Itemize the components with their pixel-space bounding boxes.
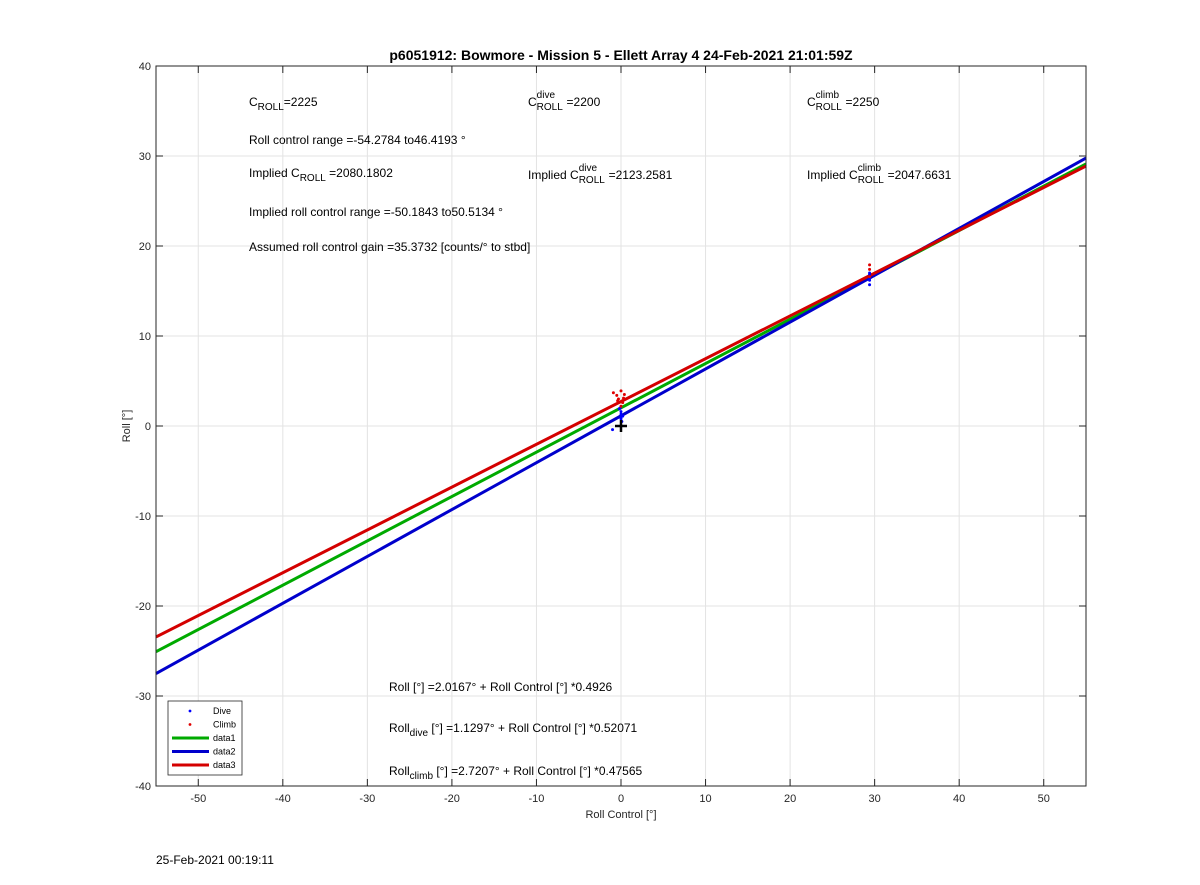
- climb-point: [619, 404, 623, 408]
- y-tick-label: -20: [135, 601, 151, 613]
- annotation-fit-dive: Rolldive [°] =1.1297° + Roll Control [°]…: [389, 721, 638, 739]
- climb-point: [615, 393, 619, 397]
- annotation-c-roll-climb: Cclimb ROLL =2250: [807, 87, 880, 113]
- y-tick-label: 40: [139, 61, 151, 73]
- legend-entry-data2: data2: [213, 747, 236, 757]
- legend-entry-data3: data3: [213, 760, 236, 770]
- climb-point: [868, 263, 872, 267]
- axis-ticks: -50 -40 -30 -20 -10 0 10 20 30 40 50 -40 -30 -20 -10 0 1…: [135, 61, 1086, 805]
- legend-entry-dive: Dive: [213, 706, 231, 716]
- y-tick-label: 0: [145, 421, 151, 433]
- y-tick-label: 10: [139, 331, 151, 343]
- climb-point: [868, 275, 872, 279]
- footer-timestamp: 25-Feb-2021 00:19:11: [156, 853, 274, 867]
- y-tick-label: -30: [135, 691, 151, 703]
- x-axis-label: Roll Control [°]: [585, 809, 656, 821]
- climb-point: [616, 397, 620, 401]
- x-tick-label: 20: [784, 793, 796, 805]
- annotation-fit-climb: Rollclimb [°] =2.7207° + Roll Control [°…: [389, 764, 643, 782]
- chart-title: p6051912: Bowmore - Mission 5 - Ellett A…: [389, 47, 853, 63]
- annotation-implied-range: Implied roll control range =-50.1843 to5…: [249, 205, 503, 219]
- x-tick-label: -40: [275, 793, 291, 805]
- x-tick-label: -20: [444, 793, 460, 805]
- chart-legend: Dive Climb data1 data2 data3: [167, 700, 243, 776]
- y-tick-label: -40: [135, 781, 151, 793]
- dive-point: [868, 278, 872, 282]
- x-tick-label: -50: [190, 793, 206, 805]
- fit-line-data3: [155, 164, 1087, 639]
- x-tick-label: 0: [618, 793, 624, 805]
- data-markers: [611, 263, 872, 432]
- legend-swatch-dive: [188, 709, 192, 713]
- x-tick-label: 50: [1038, 793, 1050, 805]
- climb-point: [619, 389, 623, 393]
- x-tick-label: 10: [699, 793, 711, 805]
- annotation-implied-c-roll: Implied CROLL =2080.1802: [249, 166, 393, 184]
- annotation-c-roll-dive: Cdive ROLL =2200: [528, 87, 601, 113]
- annotation-implied-c-roll-climb: Implied Cclimb ROLL =2047.6631: [807, 160, 952, 186]
- dive-point: [619, 410, 623, 414]
- y-axis-label: Roll [°]: [121, 410, 133, 443]
- dive-point: [619, 417, 623, 421]
- dive-point: [868, 271, 872, 275]
- legend-entry-climb: Climb: [213, 720, 236, 730]
- y-tick-label: 20: [139, 241, 151, 253]
- climb-point: [622, 393, 626, 396]
- climb-point: [621, 401, 625, 405]
- dive-point: [611, 428, 615, 432]
- climb-point: [611, 391, 615, 395]
- annotation-gain: Assumed roll control gain =35.3732 [coun…: [249, 240, 530, 254]
- annotation-fit-all: Roll [°] =2.0167° + Roll Control [°] *0.…: [389, 680, 613, 694]
- legend-entry-data1: data1: [213, 733, 236, 743]
- y-tick-label: -10: [135, 511, 151, 523]
- x-tick-label: 30: [869, 793, 881, 805]
- climb-point: [622, 396, 626, 400]
- x-tick-label: -10: [529, 793, 545, 805]
- annotation-roll-control-range: Roll control range =-54.2784 to46.4193 °: [249, 133, 466, 147]
- dive-point: [868, 283, 872, 287]
- dive-point: [621, 414, 625, 418]
- annotation-c-roll: CROLL=2225: [249, 95, 318, 113]
- x-tick-label: 40: [953, 793, 965, 805]
- legend-swatch-climb: [188, 723, 192, 726]
- y-tick-label: 30: [139, 151, 151, 163]
- annotation-implied-c-roll-dive: Implied Cdive ROLL =2123.2581: [528, 160, 673, 186]
- x-tick-label: -30: [359, 793, 375, 805]
- climb-point: [868, 267, 872, 271]
